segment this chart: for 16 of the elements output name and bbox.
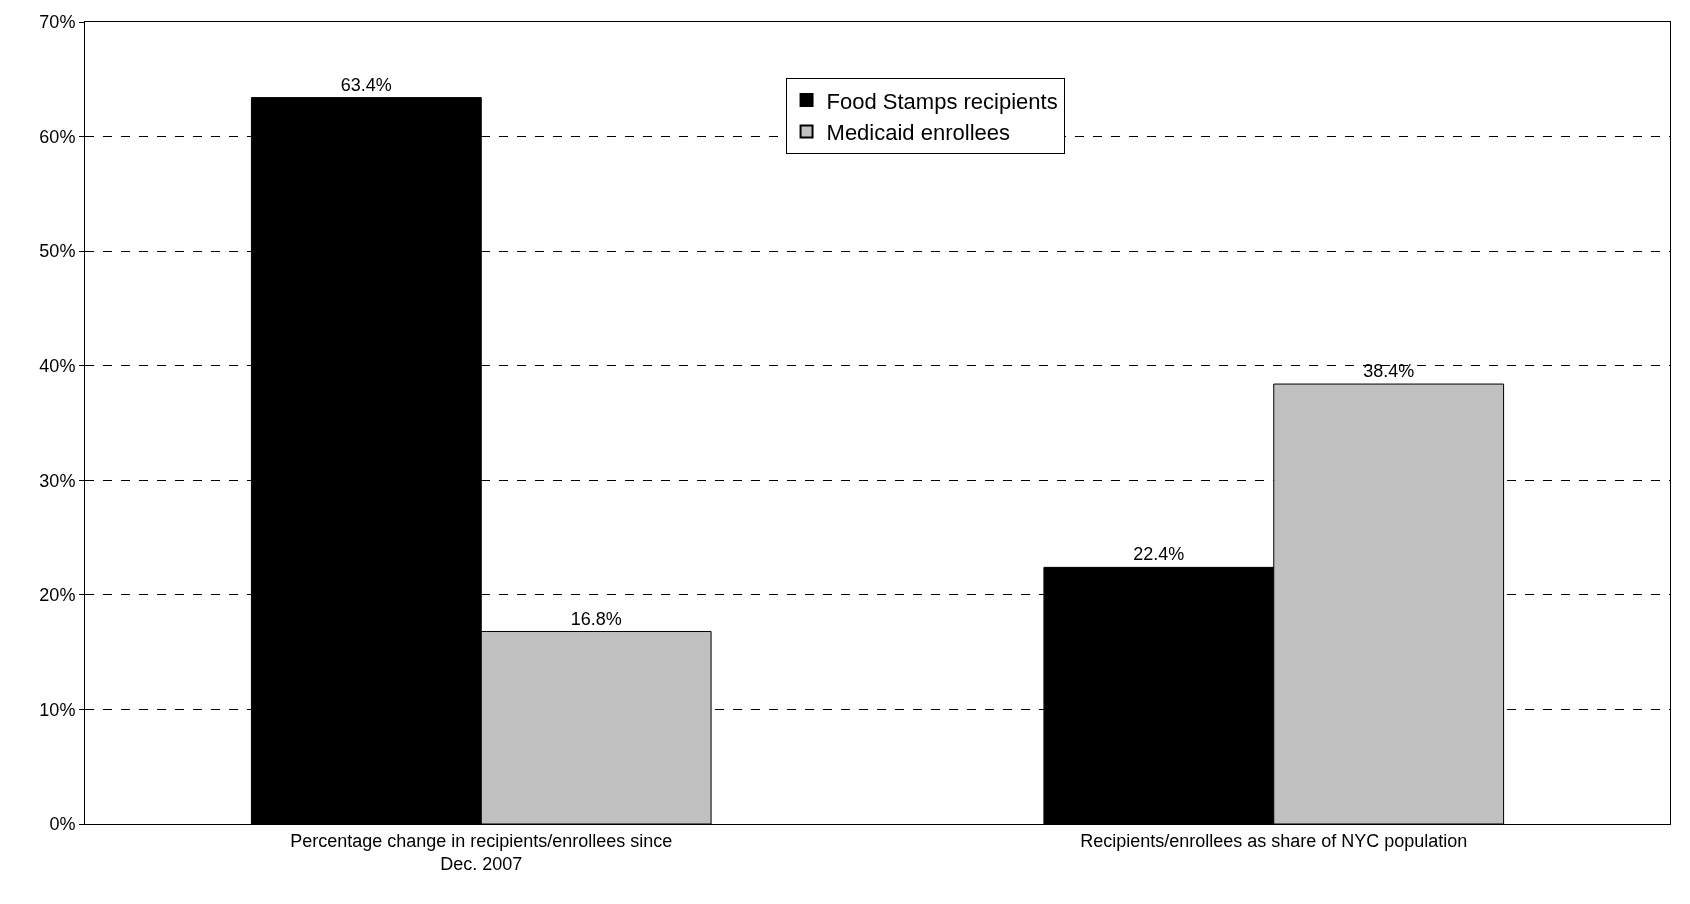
y-tick-label: 0%: [49, 814, 76, 835]
x-tick-label: Recipients/enrollees as share of NYC population: [1080, 830, 1468, 851]
y-tick-label: 70%: [39, 12, 76, 33]
y-tick-label: 50%: [39, 241, 76, 262]
data-label: 38.4%: [1363, 361, 1415, 382]
y-tick-label: 40%: [39, 356, 76, 377]
data-label: 22.4%: [1133, 544, 1185, 565]
data-label: 16.8%: [570, 608, 622, 629]
y-tick-label: 30%: [39, 470, 76, 491]
x-tick-label: Percentage change in recipients/enrollees since Dec. 2007: [290, 830, 673, 874]
legend-label: Food Stamps recipients: [826, 88, 1058, 114]
legend-label: Medicaid enrollees: [826, 120, 1010, 146]
y-tick-label: 10%: [39, 699, 76, 720]
y-tick-label: 20%: [39, 585, 76, 606]
y-tick-label: 60%: [39, 126, 76, 147]
data-label: 63.4%: [340, 74, 392, 95]
